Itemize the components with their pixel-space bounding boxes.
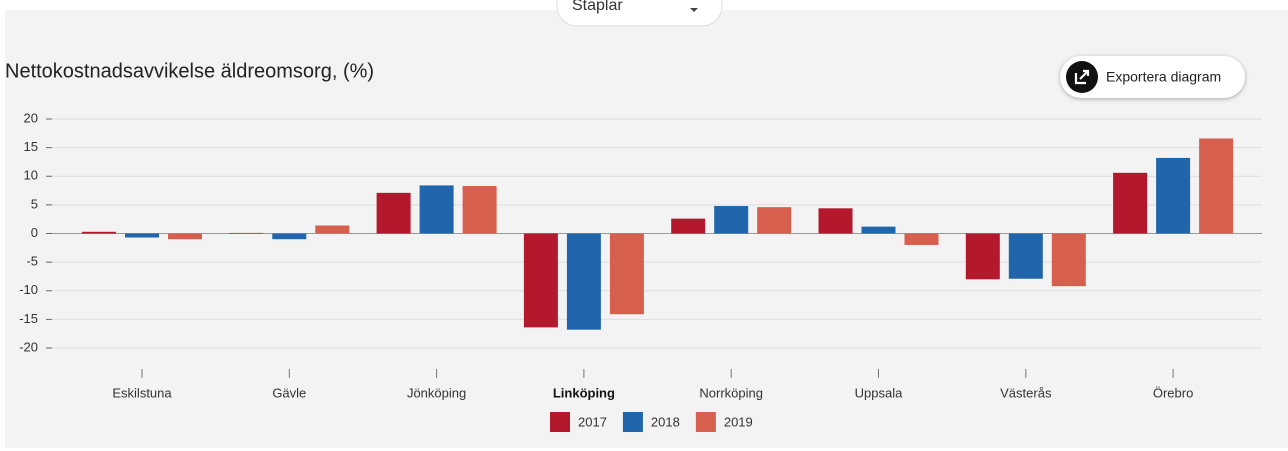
legend-label: 2019 — [724, 414, 753, 429]
bar — [1008, 233, 1043, 279]
bar — [315, 225, 350, 234]
bar — [82, 231, 116, 234]
export-label[interactable]: Exportera diagram — [1106, 69, 1221, 85]
bar — [714, 206, 749, 234]
bar — [419, 185, 454, 234]
legend-label: 2017 — [578, 414, 607, 429]
x-tick-label: Linköping — [553, 385, 615, 400]
x-tick-label: Jönköping — [407, 385, 466, 400]
y-tick-label: 15 — [24, 139, 38, 154]
bar — [376, 192, 411, 234]
bar — [965, 233, 1000, 280]
bar — [609, 233, 644, 315]
y-tick-label: 0 — [31, 225, 38, 240]
bar — [1199, 138, 1234, 234]
bar — [818, 208, 853, 234]
x-tick-label: Gävle — [272, 385, 306, 400]
y-tick-label: -20 — [19, 339, 38, 354]
bar — [757, 207, 792, 234]
y-tick-label: 10 — [24, 168, 38, 183]
legend-swatch — [550, 412, 570, 432]
bar — [125, 233, 159, 238]
y-tick-label: -10 — [19, 282, 38, 297]
x-tick-label: Örebro — [1153, 385, 1193, 400]
bar — [462, 185, 497, 234]
bar — [229, 232, 264, 234]
y-tick-label: -5 — [26, 254, 38, 269]
legend-swatch — [622, 412, 643, 432]
export-button[interactable]: Exportera diagram — [1060, 56, 1245, 98]
dropdown-arrow — [690, 8, 698, 12]
chart-title: Nettokostnadsavvikelse äldreomsorg, (%) — [5, 60, 374, 82]
dropdown-box[interactable] — [556, 0, 723, 27]
bar — [861, 226, 896, 234]
x-tick-label: Eskilstuna — [112, 385, 172, 400]
bar — [904, 233, 939, 245]
bar — [272, 233, 307, 240]
bar — [1156, 157, 1191, 234]
y-tick-label: -15 — [19, 311, 38, 326]
y-tick-label: 20 — [24, 110, 38, 125]
bar — [523, 233, 558, 328]
legend-swatch — [695, 412, 716, 432]
bar — [1051, 233, 1086, 287]
bar — [566, 233, 601, 330]
bar — [1113, 172, 1148, 234]
export-icon-glyph — [1074, 69, 1090, 85]
bar — [671, 218, 706, 234]
x-tick-label: Norrköping — [699, 385, 763, 400]
export-box[interactable] — [1060, 56, 1245, 98]
x-tick-label: Uppsala — [855, 385, 903, 400]
dropdown-label[interactable]: Staplar — [572, 0, 623, 14]
y-tick-label: 5 — [31, 196, 38, 211]
legend-label: 2018 — [651, 414, 680, 429]
dropdown[interactable]: Staplar — [556, 0, 723, 27]
x-tick-label: Västerås — [1000, 385, 1052, 400]
bar — [168, 233, 202, 240]
